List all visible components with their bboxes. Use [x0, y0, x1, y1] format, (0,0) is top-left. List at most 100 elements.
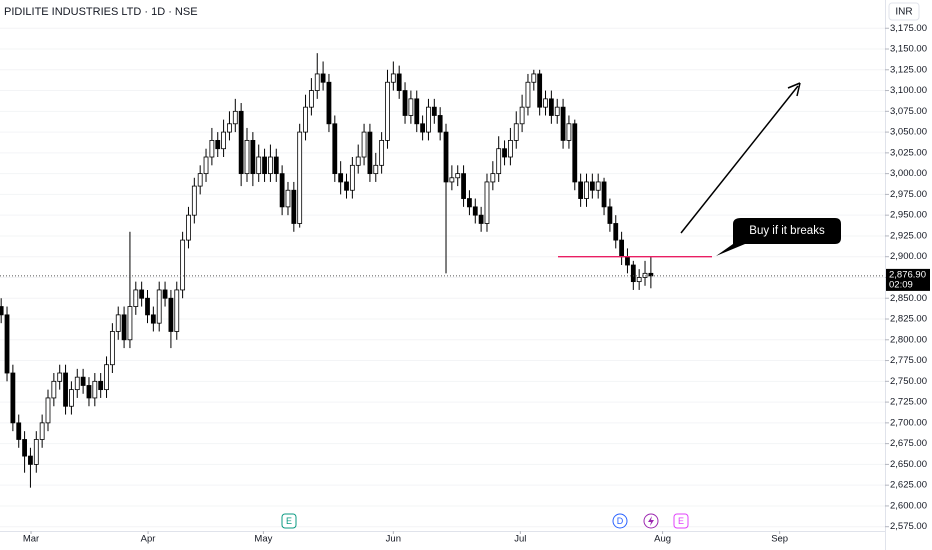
candle-body: [484, 181, 490, 224]
y-tick-label: 3,175.00: [890, 23, 927, 34]
candle-body: [168, 297, 174, 332]
y-tick-label: 3,000.00: [890, 168, 927, 179]
candle-body: [268, 156, 273, 175]
candle-body: [443, 131, 449, 183]
y-tick-label: 3,050.00: [890, 127, 927, 138]
x-tick-label: Apr: [141, 534, 156, 545]
y-tick-label: 2,700.00: [890, 417, 927, 428]
candle-body: [209, 139, 215, 158]
x-tick-label: Jul: [514, 534, 526, 545]
candle-body: [566, 123, 572, 141]
candle-body: [625, 256, 630, 266]
candle-body: [256, 156, 262, 175]
candle-body: [115, 314, 121, 332]
candle-body: [507, 139, 513, 158]
currency: INR: [895, 7, 912, 18]
event-label: D: [617, 516, 624, 526]
y-tick-label: 3,125.00: [890, 64, 927, 75]
y-tick-label: 2,650.00: [890, 459, 927, 470]
y-tick-label: 3,100.00: [890, 85, 927, 96]
candle-body: [437, 115, 443, 133]
y-tick-label: 2,800.00: [890, 334, 927, 345]
candle-body: [145, 297, 150, 316]
candle-body: [449, 177, 455, 183]
event-icon[interactable]: [612, 513, 628, 529]
candle-body: [4, 314, 10, 374]
candle-body: [431, 106, 437, 116]
candle-body: [630, 264, 636, 283]
y-tick-label: 2,825.00: [890, 314, 927, 325]
arrow-line: [680, 85, 799, 234]
candle-body: [303, 106, 308, 133]
lightning-icon: [648, 516, 654, 526]
chart-title: PIDILITE INDUSTRIES LTD · 1D · NSE: [4, 6, 198, 18]
y-tick-label: 2,775.00: [890, 355, 927, 366]
candle-body: [63, 372, 68, 407]
candle-body: [402, 90, 408, 116]
y-tick-label: 2,675.00: [890, 438, 927, 449]
candle-body: [355, 156, 361, 166]
candle-body: [554, 106, 560, 116]
candle-body: [414, 98, 420, 125]
candle-body: [180, 239, 186, 291]
y-tick-label: 2,925.00: [890, 230, 927, 241]
candle-body: [139, 289, 145, 299]
candle-body: [478, 214, 484, 224]
y-tick-label: 3,075.00: [890, 106, 927, 117]
candle-body: [548, 98, 554, 116]
candle-body: [543, 98, 548, 108]
candle-body: [420, 123, 425, 133]
candle-body: [86, 385, 92, 399]
candle-body: [162, 289, 168, 299]
event-icon[interactable]: [673, 513, 689, 529]
y-tick-label: 2,600.00: [890, 500, 927, 511]
candle-body: [472, 206, 478, 216]
candle-body: [619, 239, 625, 258]
candle-body: [455, 173, 461, 179]
arrow-head: [787, 82, 801, 97]
candle-body: [244, 139, 250, 175]
candle-body: [156, 289, 162, 324]
x-tick-label: Jun: [386, 534, 401, 545]
candle-body: [104, 364, 109, 391]
candle-body: [490, 173, 496, 183]
last-price-box: [886, 268, 930, 291]
candle-body: [326, 81, 332, 125]
candle-body: [584, 181, 589, 199]
candle-body: [197, 173, 203, 187]
candle-body: [496, 148, 502, 175]
candle-body: [373, 164, 379, 175]
candle-body: [589, 181, 595, 191]
candle-body: [648, 272, 654, 277]
candle-body: [80, 376, 86, 386]
candle-body: [109, 331, 115, 366]
candle-body: [39, 422, 45, 440]
candle-body: [150, 314, 156, 324]
candle-body: [560, 106, 566, 141]
candle-body: [98, 380, 104, 391]
candle-body: [69, 389, 74, 407]
candle-body: [385, 81, 390, 141]
candle-body: [367, 131, 373, 175]
candle-body: [320, 73, 326, 83]
currency-box[interactable]: [888, 2, 920, 21]
candle-body: [607, 206, 613, 224]
last-price-label: 2,876.90: [889, 269, 926, 280]
candle-body: [595, 181, 601, 191]
candle-body: [273, 156, 279, 175]
candle-body: [361, 131, 367, 158]
candle-body: [279, 173, 285, 208]
event-icon[interactable]: [281, 513, 297, 529]
candle-body: [613, 223, 619, 241]
candle-body: [221, 131, 226, 150]
event-label: E: [286, 516, 292, 526]
y-tick-label: 2,900.00: [890, 251, 927, 262]
candle-body: [513, 123, 519, 141]
candle-body: [203, 156, 209, 175]
candle-body: [121, 314, 127, 341]
candle-body: [57, 372, 63, 382]
candle-body: [636, 277, 642, 283]
